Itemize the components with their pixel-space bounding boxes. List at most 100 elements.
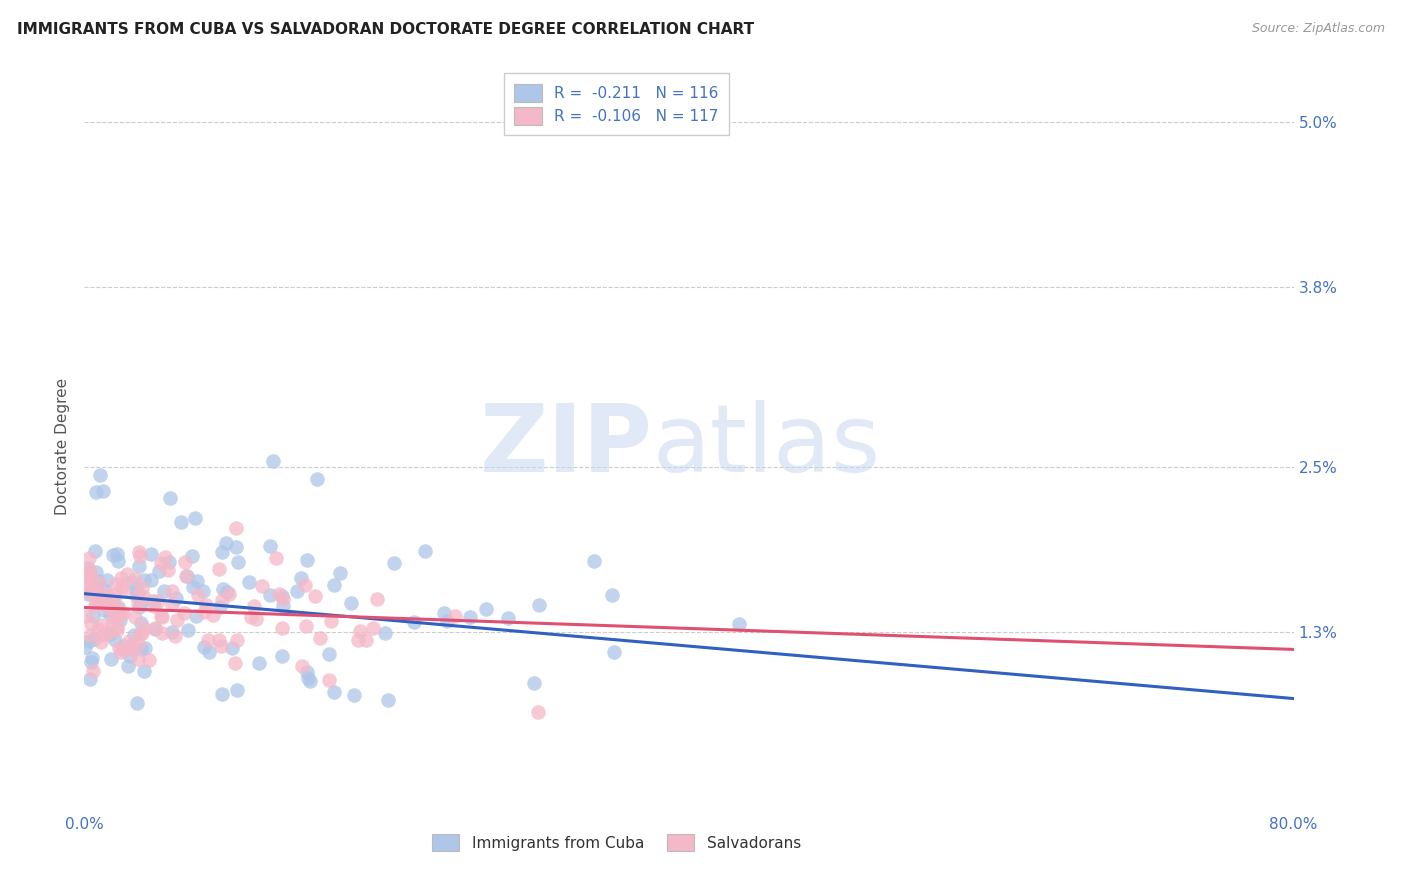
Point: [118, 633, 141, 648]
Point: [105, 599, 128, 614]
Point: [271, 589, 294, 603]
Point: [132, 573, 155, 587]
Point: [118, 648, 141, 663]
Point: [87, 574, 110, 588]
Point: [105, 620, 128, 634]
Point: [91, 628, 114, 642]
Point: [458, 610, 481, 624]
Point: [127, 596, 149, 610]
Point: [122, 628, 145, 642]
Point: [118, 642, 141, 657]
Point: [173, 606, 195, 620]
Point: [245, 612, 267, 626]
Point: [100, 598, 122, 612]
Point: [107, 553, 129, 567]
Point: [93, 603, 115, 617]
Point: [104, 608, 127, 623]
Point: [208, 600, 231, 615]
Point: [110, 607, 132, 621]
Text: ZIP: ZIP: [479, 400, 652, 492]
Point: [103, 596, 125, 610]
Point: [183, 580, 205, 594]
Point: [89, 467, 111, 482]
Point: [201, 608, 224, 623]
Point: [121, 640, 143, 654]
Point: [191, 584, 214, 599]
Point: [384, 556, 406, 570]
Point: [413, 544, 436, 558]
Point: [125, 588, 148, 602]
Point: [143, 622, 166, 636]
Legend: Immigrants from Cuba, Salvadorans: Immigrants from Cuba, Salvadorans: [425, 826, 808, 859]
Point: [117, 658, 139, 673]
Point: [112, 583, 135, 598]
Point: [134, 640, 156, 655]
Point: [498, 611, 520, 625]
Point: [90, 635, 112, 649]
Point: [121, 574, 143, 589]
Y-axis label: Doctorate Degree: Doctorate Degree: [55, 377, 70, 515]
Point: [127, 637, 149, 651]
Point: [226, 683, 249, 698]
Point: [290, 571, 312, 585]
Point: [156, 563, 179, 577]
Point: [267, 586, 290, 600]
Point: [297, 672, 319, 686]
Point: [208, 632, 231, 647]
Point: [84, 485, 107, 500]
Point: [138, 653, 160, 667]
Point: [208, 562, 231, 576]
Point: [157, 555, 180, 569]
Point: [89, 587, 111, 601]
Point: [111, 579, 134, 593]
Point: [374, 626, 396, 640]
Point: [176, 624, 198, 638]
Point: [273, 599, 295, 613]
Point: [101, 548, 124, 562]
Point: [221, 640, 243, 655]
Point: [142, 599, 165, 613]
Point: [97, 626, 120, 640]
Point: [110, 644, 132, 658]
Point: [79, 672, 101, 686]
Point: [270, 648, 292, 663]
Point: [96, 588, 118, 602]
Point: [83, 598, 105, 612]
Point: [76, 587, 98, 601]
Point: [98, 607, 121, 621]
Point: [294, 619, 316, 633]
Point: [107, 607, 129, 622]
Point: [211, 545, 233, 559]
Point: [131, 616, 153, 631]
Point: [529, 598, 551, 612]
Point: [298, 673, 321, 688]
Point: [197, 632, 219, 647]
Point: [174, 569, 197, 583]
Point: [366, 592, 388, 607]
Point: [124, 573, 146, 587]
Point: [259, 539, 281, 553]
Point: [146, 594, 169, 608]
Point: [75, 608, 97, 623]
Point: [97, 600, 120, 615]
Point: [98, 627, 121, 641]
Point: [318, 647, 340, 661]
Point: [436, 615, 458, 629]
Point: [79, 586, 101, 600]
Point: [212, 582, 235, 597]
Point: [128, 559, 150, 574]
Point: [211, 687, 233, 701]
Point: [527, 706, 550, 720]
Text: IMMIGRANTS FROM CUBA VS SALVADORAN DOCTORATE DEGREE CORRELATION CHART: IMMIGRANTS FROM CUBA VS SALVADORAN DOCTO…: [17, 22, 754, 37]
Point: [127, 651, 149, 665]
Point: [294, 577, 316, 591]
Point: [105, 623, 128, 637]
Point: [77, 574, 100, 588]
Point: [100, 651, 122, 665]
Point: [433, 606, 456, 620]
Point: [77, 561, 100, 575]
Point: [132, 665, 155, 679]
Point: [110, 613, 132, 627]
Point: [160, 625, 183, 640]
Point: [309, 631, 332, 645]
